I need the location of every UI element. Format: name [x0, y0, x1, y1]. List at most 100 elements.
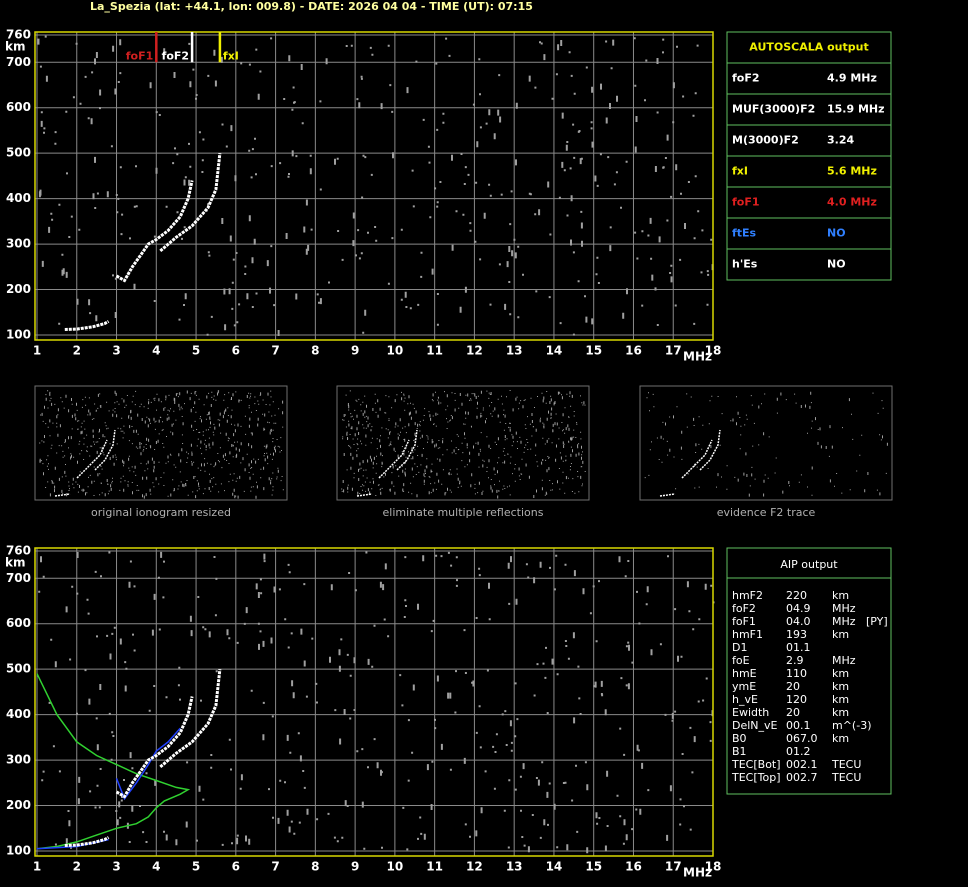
aip-cell: 002.7	[786, 771, 818, 784]
thumbnail	[336, 385, 590, 501]
y-tick-label: 300	[6, 753, 31, 767]
x-tick-label: 14	[546, 344, 563, 358]
aip-cell: 067.0	[786, 732, 818, 745]
x-tick-label: 12	[466, 344, 483, 358]
aip-box	[726, 547, 892, 795]
y-tick-label: 760	[6, 544, 31, 558]
noise	[39, 390, 284, 499]
x-tick-label: 15	[585, 344, 602, 358]
header-title: La_Spezia (lat: +44.1, lon: 009.8) - DAT…	[90, 0, 533, 13]
trace	[36, 673, 191, 850]
thumbnail-caption: original ionogram resized	[91, 506, 231, 519]
y-axis-label: km	[5, 556, 25, 570]
x-tick-label: 5	[192, 860, 200, 874]
y-tick-label: 500	[6, 146, 31, 160]
aip-cell: 220	[786, 589, 807, 602]
noise	[341, 390, 586, 499]
aip-cell: DelN_vE	[732, 719, 778, 732]
x-tick-label: 6	[232, 344, 240, 358]
thumbnail-caption: eliminate multiple reflections	[383, 506, 544, 519]
x-tick-label: 11	[426, 344, 443, 358]
x-tick-label: 16	[625, 344, 642, 358]
aip-cell: 04.0	[786, 615, 811, 628]
y-tick-label: 400	[6, 707, 31, 721]
x-tick-label: 8	[311, 344, 319, 358]
x-tick-label: 4	[152, 344, 160, 358]
aip-cell: B0	[732, 732, 747, 745]
y-tick-label: 300	[6, 237, 31, 251]
x-tick-label: 14	[546, 860, 563, 874]
aip-cell: 00.1	[786, 719, 811, 732]
aip-cell: 120	[786, 693, 807, 706]
autoscala-label: ftEs	[732, 227, 757, 240]
aip-cell: km	[832, 628, 849, 641]
x-tick-label: 1	[33, 344, 41, 358]
y-tick-label: 700	[6, 571, 31, 585]
aip-cell: km	[832, 589, 849, 602]
aip-cell: B1	[732, 745, 747, 758]
x-tick-label: 11	[426, 860, 443, 874]
y-tick-label: 200	[6, 798, 31, 812]
aip-cell: TECU	[831, 758, 861, 771]
thumbnail-trace	[54, 429, 116, 497]
x-tick-label: 18	[705, 860, 722, 874]
aip-cell: MHz	[832, 654, 856, 667]
autoscala-value: NO	[827, 258, 846, 271]
x-tick-label: 15	[585, 860, 602, 874]
aip-cell: foE	[732, 654, 750, 667]
y-tick-label: 760	[6, 28, 31, 42]
aip-cell: km	[832, 732, 849, 745]
aip-cell: 20	[786, 706, 800, 719]
aip-cell: 110	[786, 667, 807, 680]
aip-cell: TEC[Top]	[731, 771, 781, 784]
aip-cell: 04.9	[786, 602, 811, 615]
marker-label: fxI	[223, 49, 239, 62]
aip-cell: MHz	[832, 602, 856, 615]
y-tick-label: 100	[6, 844, 31, 858]
y-tick-label: 100	[6, 328, 31, 342]
x-tick-label: 1	[33, 860, 41, 874]
aip-cell: 01.1	[786, 641, 811, 654]
aip-cell: hmF1	[732, 628, 763, 641]
aip-cell: foF2	[732, 602, 756, 615]
x-tick-label: 9	[351, 860, 359, 874]
plot-frame	[34, 547, 714, 857]
thumbnail	[639, 385, 893, 501]
x-tick-label: 18	[705, 344, 722, 358]
aip-cell: foF1	[732, 615, 756, 628]
trace	[64, 669, 222, 847]
marker-label: foF2	[162, 49, 190, 62]
aip-cell: km	[832, 693, 849, 706]
autoscala-label: fxI	[732, 165, 748, 178]
x-tick-label: 5	[192, 344, 200, 358]
marker-label: foF1	[126, 49, 154, 62]
x-tick-label: 7	[271, 344, 279, 358]
x-tick-label: 8	[311, 860, 319, 874]
thumbnail-caption: evidence F2 trace	[717, 506, 816, 519]
aip-cell: 20	[786, 680, 800, 693]
aip-cell: km	[832, 680, 849, 693]
x-tick-label: 2	[73, 860, 81, 874]
x-tick-label: 10	[387, 344, 404, 358]
x-tick-label: 7	[271, 860, 279, 874]
y-tick-label: 600	[6, 100, 31, 114]
x-tick-label: 3	[112, 344, 120, 358]
autoscala-value: 3.24	[827, 134, 854, 147]
thumbnail-trace	[356, 429, 418, 497]
x-tick-label: 17	[665, 860, 682, 874]
y-tick-label: 600	[6, 616, 31, 630]
x-tick-label: 13	[506, 860, 523, 874]
autoscala-value: 15.9 MHz	[827, 103, 885, 116]
aip-cell: m^(-3)	[832, 719, 871, 732]
aip-cell: h_vE	[732, 693, 758, 706]
x-tick-label: 17	[665, 344, 682, 358]
aip-cell: MHz	[832, 615, 856, 628]
x-tick-label: 10	[387, 860, 404, 874]
x-tick-label: 13	[506, 344, 523, 358]
x-tick-label: 3	[112, 860, 120, 874]
plot-frame	[34, 31, 714, 341]
x-axis-label: MHz	[683, 350, 712, 364]
aip-cell: km	[832, 667, 849, 680]
